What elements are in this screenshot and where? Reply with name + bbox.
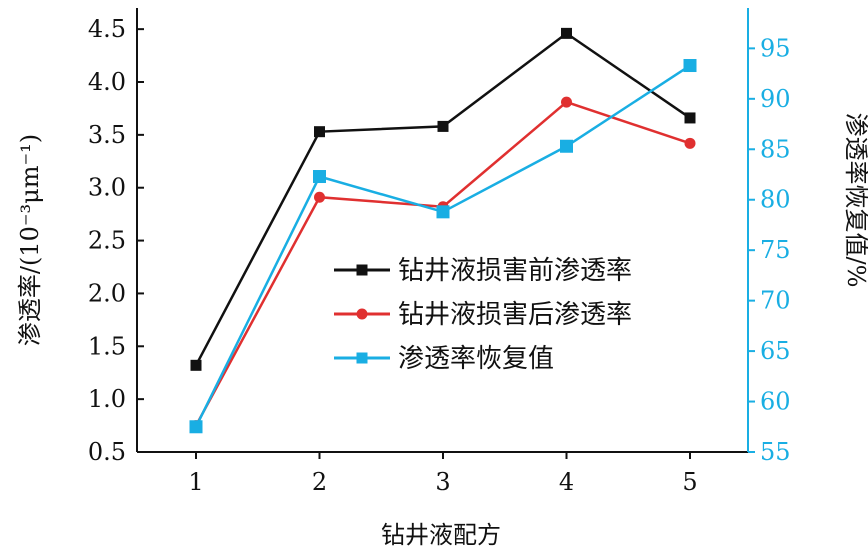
x-tick-label: 5 (682, 468, 697, 496)
y-left-tick-label: 4.0 (88, 68, 126, 96)
series-1-point (314, 126, 325, 138)
y-left-tick-label: 0.5 (88, 438, 126, 466)
y-left-tick-label: 4.5 (88, 15, 126, 43)
x-tick-label: 2 (312, 468, 327, 496)
y-right-tick-label: 80 (760, 186, 791, 214)
y-left-tick-label: 1.5 (88, 332, 126, 360)
y-right-tick-label: 55 (760, 438, 791, 466)
x-axis-title: 钻井液配方 (381, 521, 501, 549)
y-axis-right-title: 渗透率恢复值/% (842, 113, 868, 288)
series-3-point (683, 59, 697, 73)
series-1-point (561, 27, 572, 39)
legend-marker-2 (356, 308, 368, 320)
legend-marker-1 (356, 264, 368, 276)
x-tick-label: 3 (435, 468, 450, 496)
chart-marks (189, 27, 697, 434)
series-2-point (561, 96, 572, 108)
y-right-tick-label: 85 (760, 135, 791, 163)
series-3-point (313, 170, 326, 184)
y-right-tick-label: 90 (760, 85, 791, 113)
legend-label-3: 渗透率恢复值 (398, 344, 554, 374)
y-axis-left-title: 渗透率/(10⁻³μm⁻¹) (16, 134, 44, 346)
series-1-point (684, 112, 696, 124)
y-left-tick-label: 3.5 (88, 121, 126, 149)
series-2-point (314, 191, 325, 203)
series-1-point (190, 359, 202, 371)
series-3-point (189, 420, 203, 434)
y-left-tick-label: 2.5 (88, 227, 126, 255)
axes: 0.5 1.0 1.5 2.0 2.5 3.0 3.5 4.0 4.5 55 60 65 70 75 80 8… (88, 8, 791, 496)
legend-marker-3 (356, 352, 368, 364)
y-left-tick-label: 1.0 (88, 385, 126, 413)
series-3-point (560, 139, 573, 153)
y-right-tick-label: 65 (760, 337, 791, 365)
series-1-point (437, 120, 449, 132)
y-right-tick-label: 75 (760, 236, 791, 264)
x-tick-label: 1 (188, 468, 203, 496)
series-2-point (684, 137, 696, 149)
y-left-tick-label: 2.0 (88, 279, 126, 307)
y-right-tick-label: 95 (760, 34, 791, 62)
x-tick-label: 4 (559, 468, 574, 496)
y-right-tick-label: 70 (760, 287, 791, 315)
series-3-point (436, 205, 450, 219)
y-right-tick-label: 60 (760, 388, 791, 416)
legend-label-1: 钻井液损害前渗透率 (398, 256, 632, 286)
legend-label-2: 钻井液损害后渗透率 (398, 300, 632, 330)
y-left-tick-label: 3.0 (88, 174, 126, 202)
